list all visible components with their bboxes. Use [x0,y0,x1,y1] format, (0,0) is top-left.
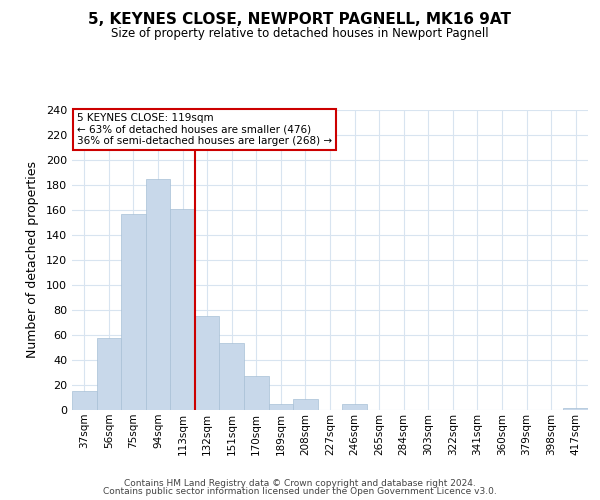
Bar [72,391,97,410]
Bar [563,408,588,410]
Bar [244,376,269,410]
Bar [293,399,318,410]
Text: 5, KEYNES CLOSE, NEWPORT PAGNELL, MK16 9AT: 5, KEYNES CLOSE, NEWPORT PAGNELL, MK16 9… [89,12,511,28]
Bar [342,404,367,410]
Text: Size of property relative to detached houses in Newport Pagnell: Size of property relative to detached ho… [111,28,489,40]
Bar [146,179,170,410]
Text: 5 KEYNES CLOSE: 119sqm
← 63% of detached houses are smaller (476)
36% of semi-de: 5 KEYNES CLOSE: 119sqm ← 63% of detached… [77,113,332,146]
Y-axis label: Number of detached properties: Number of detached properties [26,162,39,358]
Bar [220,342,244,410]
Bar [195,316,220,410]
Bar [170,209,195,410]
Text: Contains HM Land Registry data © Crown copyright and database right 2024.: Contains HM Land Registry data © Crown c… [124,478,476,488]
Bar [269,404,293,410]
Bar [97,338,121,410]
Text: Contains public sector information licensed under the Open Government Licence v3: Contains public sector information licen… [103,487,497,496]
Bar [121,214,146,410]
